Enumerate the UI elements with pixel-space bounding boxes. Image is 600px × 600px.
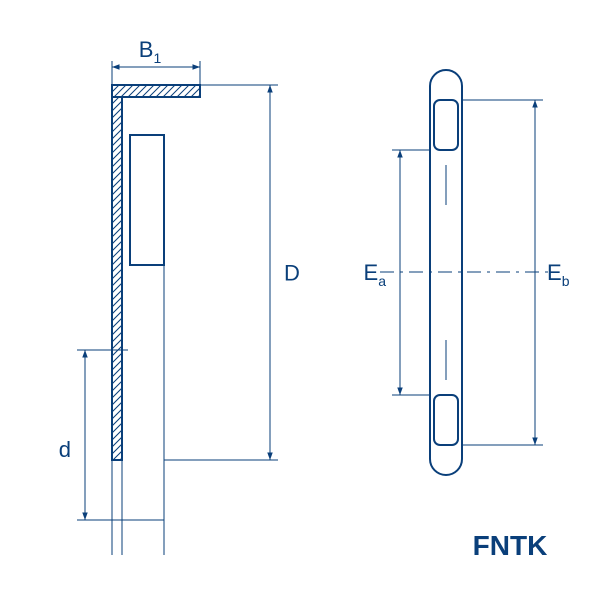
label-b1: B1 xyxy=(139,37,162,66)
roller-section xyxy=(130,135,164,265)
right-cage-view: Ea Eb xyxy=(364,70,570,475)
roller-top xyxy=(434,100,458,150)
label-d: d xyxy=(59,437,71,462)
left-cross-section: B1 Dd xyxy=(0,37,600,555)
label-Ea: Ea xyxy=(364,260,387,289)
product-code: FNTK xyxy=(473,530,548,561)
roller-bottom xyxy=(434,395,458,445)
label-D: D xyxy=(284,261,300,286)
label-Eb: Eb xyxy=(547,260,570,289)
